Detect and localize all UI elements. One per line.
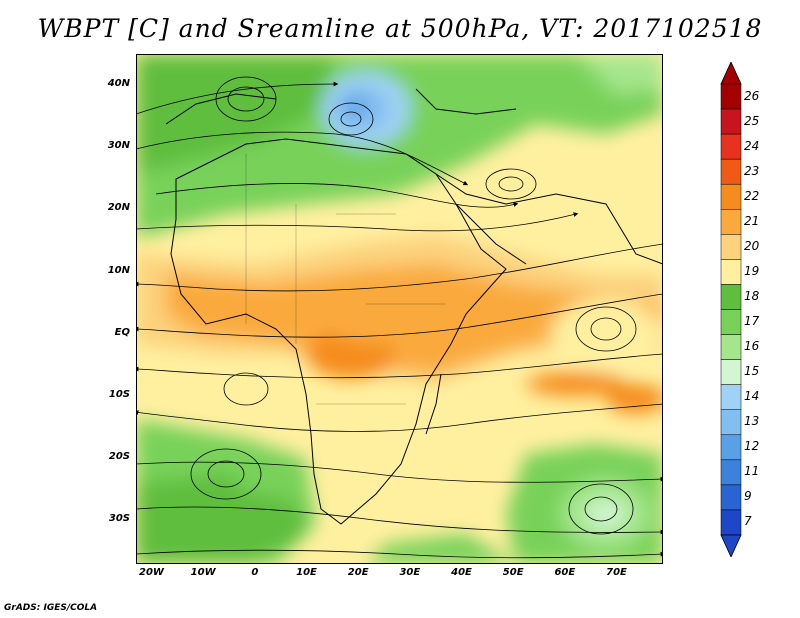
colorbar-swatch [720,509,742,536]
lon-label-30e: 30E [399,567,421,578]
colorbar-swatch [720,484,742,511]
lon-label-20w: 20W [139,567,164,578]
colorbar-swatch [720,284,742,310]
colorbar-swatch [720,209,742,235]
lon-label-70e: 70E [606,567,627,578]
colorbar-swatch [720,234,742,260]
map-frame [136,54,663,564]
colorbar-swatch [720,108,742,135]
colorbar-label-25: 25 [744,113,760,128]
lon-label-20e: 20E [347,567,369,578]
colorbar-label-7: 7 [744,514,752,529]
colorbar-swatch [720,409,742,436]
lon-label-50e: 50E [502,567,524,578]
colorbar-label-26: 26 [744,88,760,103]
colorbar [720,62,742,557]
colorbar-max-arrow [720,62,742,85]
colorbar-label-13: 13 [744,414,760,429]
colorbar-label-16: 16 [744,339,760,354]
colorbar-swatch [720,183,742,210]
colorbar-label-15: 15 [744,364,760,379]
wbpt-field [136,54,663,564]
colorbar-label-18: 18 [744,288,760,303]
colorbar-label-9: 9 [744,489,752,504]
lat-label-30s: 30S [108,513,130,525]
lon-label-10w: 10W [190,567,216,578]
lon-label-40e: 40E [451,567,472,578]
lon-label-0: 0 [251,567,259,578]
lon-label-60e: 60E [554,567,576,578]
lat-label-30n: 30N [107,140,130,152]
colorbar-swatch [720,334,742,360]
colorbar-swatch [720,83,742,110]
graticule [245,154,446,405]
colorbar-min-arrow [720,534,742,557]
lat-label-10s: 10S [108,389,130,401]
footer-credit: GrADS: IGES/COLA [4,603,98,613]
colorbar-label-14: 14 [744,389,760,404]
colorbar-label-22: 22 [744,188,760,203]
lat-label-20n: 20N [107,202,130,214]
lon-label-10e: 10E [296,567,317,578]
colorbar-label-17: 17 [744,314,760,329]
colorbar-swatch [720,158,742,185]
colorbar-label-23: 23 [744,163,760,178]
colorbar-label-12: 12 [744,439,760,454]
colorbar-label-21: 21 [744,213,760,228]
colorbar-swatch [720,459,742,486]
lat-label-40n: 40N [107,78,130,90]
colorbar-label-19: 19 [744,263,760,278]
wbpt-streamline-map [136,54,663,564]
map-title: WBPT [C] and Sreamline at 500hPa, VT: 20… [37,14,763,43]
streamlines [136,76,663,559]
map-panel [136,54,663,564]
colorbar-swatch [720,434,742,461]
lat-label-eq: EQ [114,326,130,338]
colorbar-swatch [720,133,742,160]
colorbar-swatch [720,384,742,410]
colorbar-swatch [720,359,742,385]
colorbar-label-11: 11 [744,464,760,479]
colorbar-swatch [720,259,742,285]
colorbar-label-24: 24 [744,138,760,153]
colorbar-label-20: 20 [744,238,760,253]
colorbar-swatch [720,309,742,335]
lat-label-20s: 20S [108,451,130,463]
lat-label-10n: 10N [107,264,130,276]
